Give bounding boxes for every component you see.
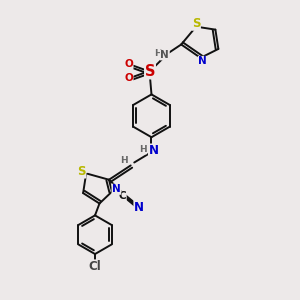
Text: S: S <box>77 165 86 178</box>
Text: H: H <box>139 145 146 154</box>
Text: Cl: Cl <box>88 260 101 273</box>
Text: N: N <box>134 201 144 214</box>
Text: S: S <box>192 17 200 30</box>
Text: N: N <box>160 50 169 60</box>
Text: H: H <box>120 156 128 165</box>
Text: C: C <box>118 191 126 201</box>
Text: O: O <box>124 59 133 69</box>
Text: S: S <box>145 64 155 79</box>
Text: O: O <box>124 74 133 83</box>
Text: N: N <box>112 184 121 194</box>
Text: N: N <box>198 56 207 66</box>
Text: H: H <box>154 49 162 58</box>
Text: N: N <box>148 144 159 157</box>
